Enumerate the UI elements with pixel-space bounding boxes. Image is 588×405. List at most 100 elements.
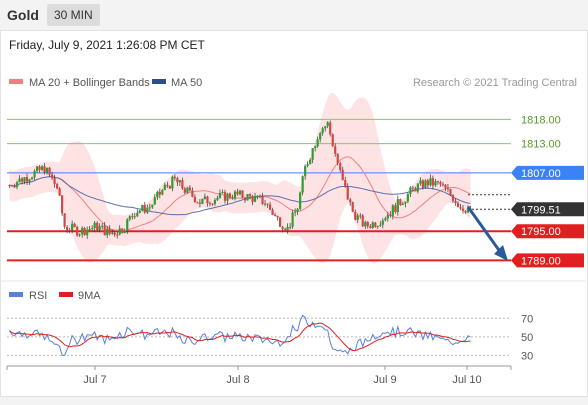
candle-body xyxy=(464,210,467,213)
timeframe-button[interactable]: 30 MIN xyxy=(47,4,100,26)
candle-body xyxy=(118,228,121,235)
candle-body xyxy=(173,176,176,179)
candle-body xyxy=(156,191,159,198)
legend-bollinger-label: MA 20 + Bollinger Bands xyxy=(29,77,150,89)
candle-body xyxy=(321,128,324,134)
rsi-tick-label: 30 xyxy=(521,350,533,362)
candle-body xyxy=(444,184,447,188)
candle-body xyxy=(369,226,372,228)
candle-body xyxy=(271,209,274,216)
candle-body xyxy=(339,163,342,170)
x-tick-label: Jul 9 xyxy=(373,374,396,386)
candle-body xyxy=(246,194,249,201)
candle-body xyxy=(148,207,151,209)
candle-body xyxy=(266,203,269,205)
candle-body xyxy=(366,222,369,227)
candle-body xyxy=(434,181,437,186)
candle-body xyxy=(401,203,404,205)
candle-body xyxy=(258,195,262,197)
candle-body xyxy=(223,191,227,201)
candle-body xyxy=(40,166,44,170)
candle-body xyxy=(106,228,109,236)
candle-body xyxy=(45,167,49,173)
candle-body xyxy=(121,228,124,233)
candle-body xyxy=(273,215,277,217)
candle-body xyxy=(431,178,435,186)
candle-body xyxy=(91,228,94,230)
x-tick-label: Jul 7 xyxy=(83,374,106,386)
candle-body xyxy=(446,187,450,190)
candle-body xyxy=(243,197,247,201)
candle-body xyxy=(123,230,126,233)
level-tag-current xyxy=(511,202,584,217)
x-tick-label: Jul 10 xyxy=(452,374,481,386)
candle-body xyxy=(93,222,96,229)
candle-body xyxy=(436,181,440,183)
candle-body xyxy=(111,232,114,234)
candle-body xyxy=(213,200,217,205)
candle-body xyxy=(63,213,66,227)
candle-body xyxy=(88,228,91,230)
candle-body xyxy=(163,184,166,191)
candle-body xyxy=(198,202,202,204)
candle-body xyxy=(238,190,242,195)
candle-body xyxy=(178,180,181,183)
candle-body xyxy=(221,191,224,194)
candle-body xyxy=(81,227,84,235)
level-tag-pivot xyxy=(511,165,584,180)
candle-body xyxy=(261,196,264,204)
candle-body xyxy=(456,203,460,208)
candle-body xyxy=(441,184,445,186)
candle-body xyxy=(116,234,119,236)
candle-body xyxy=(389,214,392,216)
level-tag-support xyxy=(511,253,584,268)
candle-body xyxy=(201,198,204,204)
candle-body xyxy=(364,222,367,227)
forecast-arrow-shaft xyxy=(466,206,503,254)
candle-body xyxy=(306,164,309,167)
candle-body xyxy=(416,183,419,192)
candle-body xyxy=(281,226,284,230)
candle-body xyxy=(128,216,131,220)
candle-body xyxy=(289,226,292,228)
candle-body xyxy=(208,203,212,205)
ma50-line xyxy=(9,176,471,216)
rsi-ma-line xyxy=(9,322,471,352)
candle-body xyxy=(176,178,179,183)
candle-body xyxy=(20,178,24,182)
candle-body xyxy=(426,180,430,186)
level-label-resistance: 1813.00 xyxy=(521,139,561,151)
candle-body xyxy=(304,166,307,177)
candle-body xyxy=(103,225,106,236)
candle-body xyxy=(341,169,344,181)
candle-body xyxy=(43,166,46,173)
candle-body xyxy=(396,199,399,213)
candle-body xyxy=(371,222,374,228)
x-tick-label: Jul 8 xyxy=(226,374,249,386)
candle-body xyxy=(419,180,422,184)
candle-body xyxy=(226,193,229,201)
candle-body xyxy=(13,186,16,188)
candle-body xyxy=(263,203,267,205)
candle-body xyxy=(414,188,417,192)
candle-body xyxy=(8,185,11,186)
candle-body xyxy=(411,187,414,189)
candle-body xyxy=(344,180,347,188)
candle-body xyxy=(15,182,19,188)
candle-body xyxy=(451,195,455,201)
rsi-line xyxy=(9,314,471,356)
candle-body xyxy=(153,197,156,205)
ma20-line xyxy=(9,156,471,232)
candle-body xyxy=(161,190,164,195)
instrument-title: Gold xyxy=(7,7,39,23)
candle-body xyxy=(459,207,462,209)
candle-body xyxy=(248,194,252,196)
candle-body xyxy=(354,211,357,220)
candle-body xyxy=(18,178,21,183)
candle-body xyxy=(28,179,31,182)
candle-body xyxy=(188,187,191,191)
candle-body xyxy=(276,215,279,218)
candle-body xyxy=(35,166,39,171)
candle-body xyxy=(166,184,169,187)
